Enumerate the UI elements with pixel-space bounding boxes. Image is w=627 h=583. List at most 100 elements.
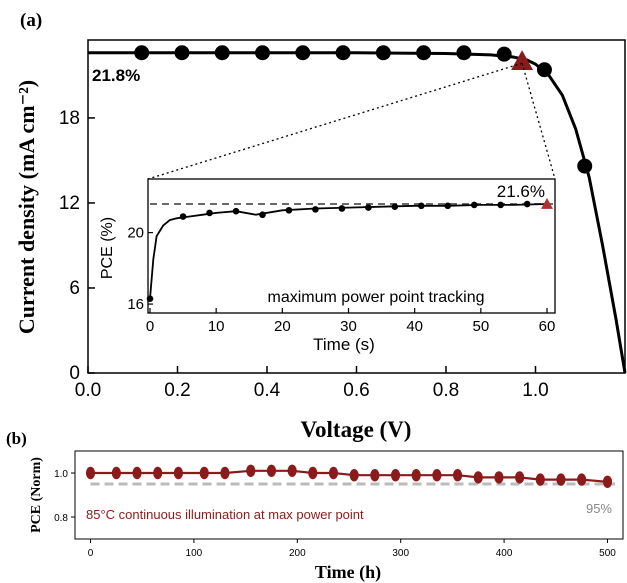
- jv-marker: [536, 62, 552, 78]
- jv-marker: [174, 45, 190, 61]
- stability-marker: [199, 466, 209, 480]
- stability-marker: [390, 469, 401, 482]
- jv-markers: [134, 45, 593, 174]
- jv-y-ticks: 0 6 12 18: [59, 108, 95, 384]
- stability-marker: [452, 469, 463, 482]
- inset-marker: [146, 295, 154, 303]
- stability-frame: [74, 450, 624, 540]
- jv-x-axis-label: Voltage (V): [301, 417, 412, 442]
- inset-marker: [444, 202, 452, 210]
- inset-x-axis-label: Time (s): [313, 335, 375, 354]
- inset-marker: [391, 203, 399, 210]
- jv-x-tick-label: 0.6: [343, 380, 369, 401]
- stability-x-tick-label: 300: [392, 548, 409, 559]
- stability-marker: [411, 469, 421, 482]
- stability-marker: [349, 469, 359, 482]
- jv-marker: [255, 45, 271, 61]
- inset-y-axis-label: PCE (%): [99, 217, 116, 279]
- stability-marker: [577, 473, 587, 486]
- inset-x-tick-label: 0: [146, 318, 154, 335]
- jv-curve-line: [88, 51, 627, 374]
- stability-marker: [370, 469, 380, 482]
- stability-curve-line: [90, 469, 608, 483]
- stability-marker: [132, 466, 142, 480]
- inset-y-tick-label: 20: [127, 225, 144, 242]
- jv-y-tick-label: 0: [69, 363, 80, 384]
- stability-chart: 0 100 200 300 400 500 0.8 1.0 95% 85°C continu…: [29, 450, 624, 583]
- stability-marker: [153, 466, 163, 480]
- stability-x-tick-label: 200: [289, 548, 306, 559]
- jv-x-ticks: 0.0 0.2 0.4 0.6 0.8 1.0: [75, 366, 549, 401]
- stability-marker: [111, 466, 121, 480]
- jv-y-tick-label: 12: [59, 193, 80, 214]
- jv-marker: [456, 45, 472, 61]
- inset-end-triangle: [541, 198, 553, 209]
- inset-x-tick-label: 60: [539, 318, 556, 335]
- stability-marker: [535, 473, 545, 486]
- inset-marker: [206, 209, 213, 217]
- jv-y-tick-label: 18: [59, 108, 80, 129]
- stability-reference-label: 95%: [586, 501, 612, 516]
- jv-y-axis-label: Current density (mA cm⁻²): [14, 80, 39, 334]
- jv-efficiency-annotation: 21.8%: [92, 66, 140, 85]
- inset-x-tick-label: 10: [208, 318, 225, 335]
- jv-marker: [496, 46, 512, 62]
- jv-x-tick-label: 0.2: [164, 380, 190, 401]
- inset-y-tick-label: 16: [127, 296, 144, 313]
- inset-x-tick-label: 40: [406, 318, 423, 335]
- inset-frame: [147, 178, 556, 314]
- stability-marker: [473, 471, 483, 484]
- jv-marker: [335, 45, 351, 61]
- inset-value-label: 21.6%: [497, 182, 545, 201]
- stability-y-ticks: 0.8 1.0: [54, 469, 75, 524]
- jv-marker: [375, 45, 391, 61]
- inset-marker: [523, 200, 531, 208]
- stability-marker: [556, 473, 566, 486]
- panel-a-label: (a): [20, 10, 42, 31]
- inset-marker: [179, 213, 187, 220]
- jv-x-tick-label: 1.0: [522, 380, 548, 401]
- stability-x-axis-label: Time (h): [315, 562, 381, 583]
- jv-marker: [577, 158, 593, 174]
- inset-x-tick-label: 20: [274, 318, 291, 335]
- zoom-connector-right: [521, 63, 556, 180]
- stability-y-tick-label: 0.8: [54, 513, 68, 524]
- inset-x-tick-label: 50: [472, 318, 489, 335]
- inset-curve-line: [149, 203, 548, 299]
- stability-marker: [220, 466, 230, 480]
- inset-marker: [338, 205, 346, 212]
- inset-marker: [365, 204, 372, 211]
- stability-markers: [85, 464, 613, 488]
- jv-marker: [295, 45, 311, 61]
- inset-marker: [259, 211, 266, 219]
- jv-x-tick-label: 0.8: [433, 380, 459, 401]
- inset-marker: [497, 201, 504, 209]
- stability-marker: [246, 464, 256, 477]
- stability-marker: [432, 469, 442, 482]
- stability-marker: [287, 464, 297, 477]
- jv-x-tick-label: 0.4: [254, 380, 281, 401]
- jv-marker: [214, 45, 230, 61]
- inset-markers: [146, 200, 531, 303]
- stability-marker: [266, 464, 277, 477]
- jv-chart: 0.0 0.2 0.4 0.6 0.8 1.0 0 6 12 18 Voltage (V) Cu…: [14, 39, 627, 442]
- stability-x-tick-label: 0: [88, 548, 94, 559]
- inset-marker: [232, 207, 240, 215]
- stability-x-tick-label: 500: [599, 548, 616, 559]
- stability-marker: [85, 466, 96, 480]
- inset-marker: [470, 201, 478, 209]
- stability-marker: [308, 466, 318, 480]
- jv-x-tick-label: 0.0: [75, 380, 101, 401]
- inset-marker: [312, 206, 319, 213]
- inset-x-ticks: 0 10 20 30 40 50 60: [146, 308, 556, 335]
- jv-marker: [134, 45, 150, 61]
- stability-x-tick-label: 100: [186, 548, 203, 559]
- stability-x-tick-label: 400: [496, 548, 513, 559]
- jv-y-tick-label: 6: [69, 278, 80, 299]
- stability-y-axis-label: PCE (Norm): [29, 457, 44, 533]
- stability-x-ticks: 0 100 200 300 400 500: [88, 539, 616, 559]
- stability-marker: [515, 471, 525, 484]
- inset-x-tick-label: 30: [340, 318, 357, 335]
